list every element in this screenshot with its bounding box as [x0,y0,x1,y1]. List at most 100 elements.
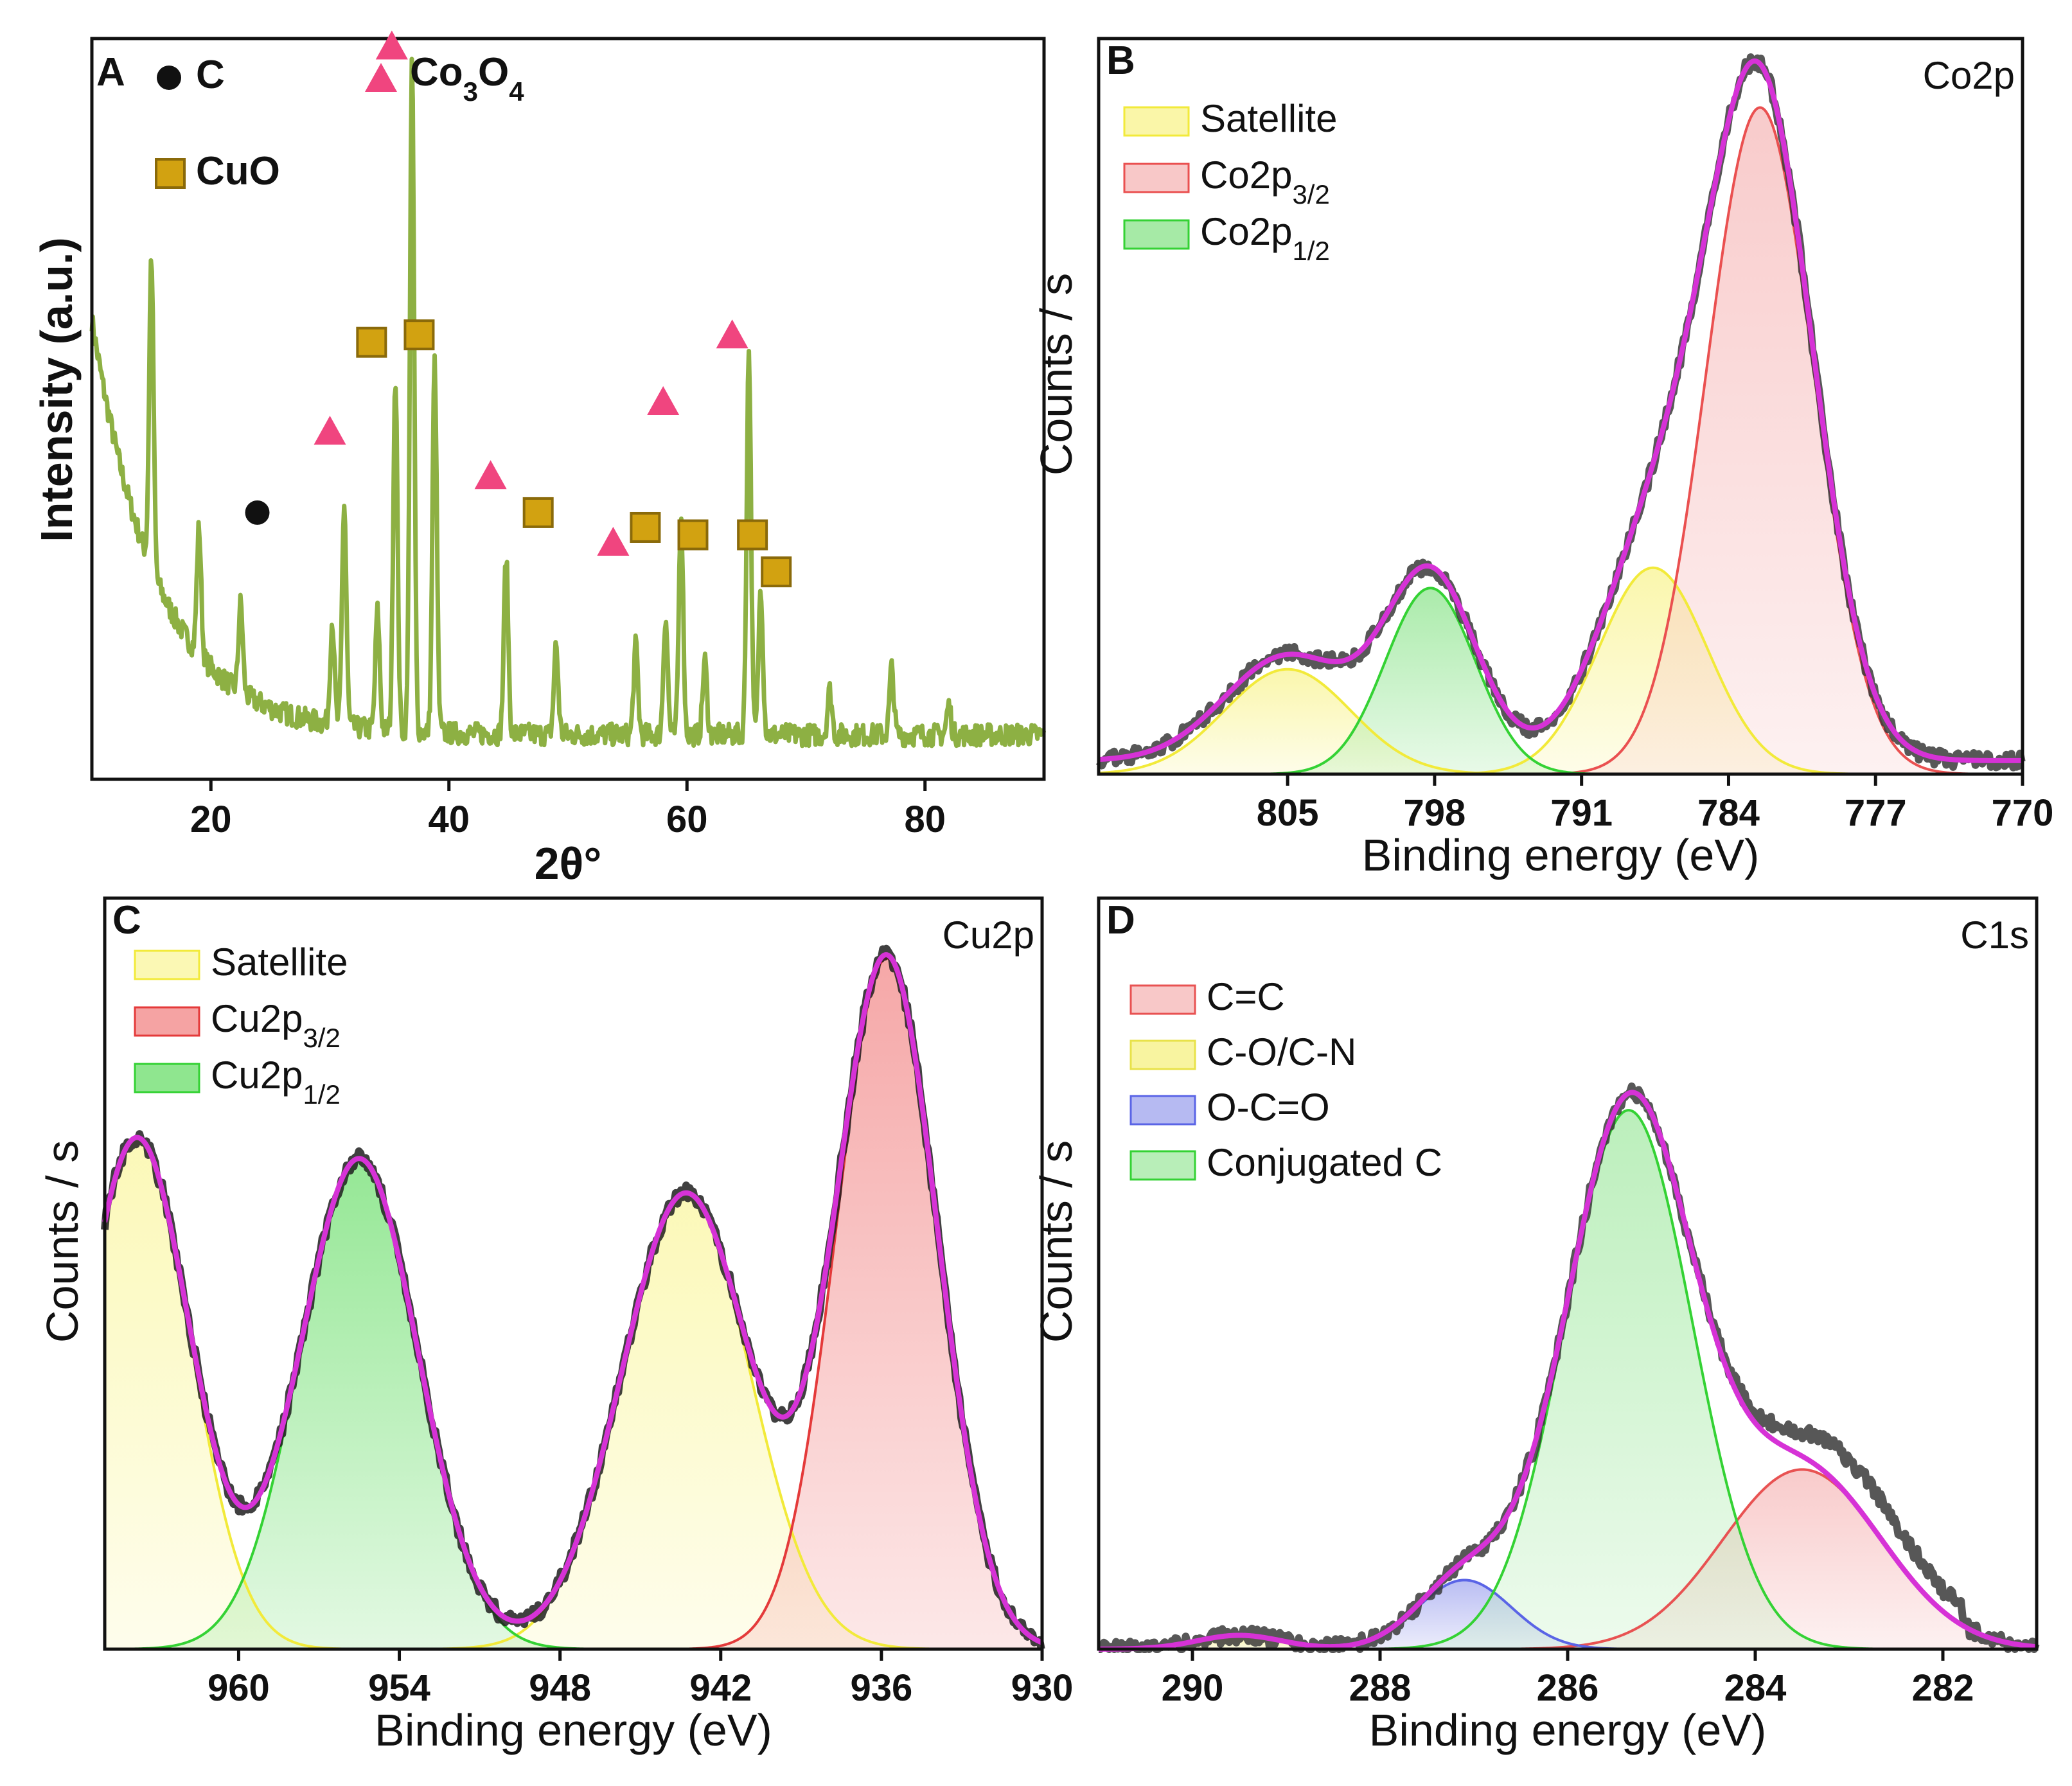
component-fill-C=C [1099,1469,2037,1649]
legend-label-Conjugated C: Conjugated C [1207,1141,1442,1184]
x-tick-label: 60 [666,799,708,840]
legend-marker-cuo [155,158,186,189]
legend-label-text: Co2p [1200,154,1292,197]
x-tick-label: 286 [1537,1667,1599,1709]
y-axis-title: Counts / s [37,1140,87,1343]
legend-marker-c [157,66,181,90]
legend-marker-co3o4 [365,63,397,92]
phase-marker-triangle [375,30,408,60]
panel-letter: D [1106,898,1135,942]
x-tick-label: 288 [1349,1667,1412,1709]
phase-marker-square [403,319,435,351]
envelope-fit-line [1098,58,2021,763]
legend-label-text: C=C [1207,975,1285,1018]
component-fill-Cu2p3/2 [105,958,1042,1649]
legend-label-Cu2p3/2: Cu2p3/2 [211,997,341,1053]
x-tick-label: 40 [428,799,470,840]
panel-c: 960 954 948 942 936 930 Binding energy (eV) Cou… [37,896,1074,1755]
legend-label-Co2p1/2: Co2p1/2 [1200,210,1330,266]
x-axis-title: Binding energy (eV) [375,1705,772,1755]
envelope-fit-line [102,952,1043,1645]
legend-swatch-Cu2p3/2 [134,1006,200,1037]
plot-frame [1097,37,2024,776]
y-axis-title: Counts / s [1031,1140,1081,1343]
legend-label-cuo: CuO [196,149,280,193]
legend-label-co3o4: Co3O4 [410,50,524,107]
legend-label-co3o4-base: Co [410,50,463,94]
component-fill-Conjugated C [1099,1110,2037,1649]
phase-marker-triangle [647,385,680,415]
panel-title: C1s [1960,914,2029,957]
x-tick-label: 282 [1912,1667,1974,1709]
component-fill-Co2p3/2 [1099,107,2023,774]
x-tick-label: 784 [1697,792,1760,834]
legend-swatch-Cu2p1/2 [134,1063,200,1093]
panel-b: 805 798 791 784 777 770 Binding energy (eV) Cou… [1031,37,2053,880]
xrd-pattern-line [89,57,1047,748]
phase-marker-triangle [716,319,748,349]
panel-title: Cu2p [943,914,1034,957]
x-tick-label: 80 [904,799,946,840]
phase-marker-triangle [474,460,507,490]
legend-swatch-Co2p1/2 [1123,219,1190,250]
plot-frame [90,37,1046,781]
legend-label-C-O/C-N: C-O/C-N [1207,1030,1356,1074]
legend-swatch-Satellite [134,950,200,980]
component-fill-Satellite [105,1138,1042,1649]
legend-label-C=C: C=C [1207,975,1285,1018]
phase-marker-square [761,556,792,588]
panel-letter: C [112,898,141,942]
phase-marker-triangle [314,416,346,445]
x-tick-label: 948 [529,1667,591,1709]
legend-swatch-O-C=O [1129,1095,1196,1126]
component-line-Co2p3/2 [1099,106,2021,775]
legend-label-co3o4-mid: O [478,50,509,94]
legend-label-text: Conjugated C [1207,1141,1442,1184]
legend-label-Co2p3/2: Co2p3/2 [1200,154,1330,209]
y-axis-title: Intensity (a.u.) [31,237,82,542]
legend-label-text: Cu2p [211,997,303,1040]
legend-label-subscript: 1/2 [1292,236,1329,266]
phase-marker-triangle [597,527,630,556]
legend-label-c: C [196,53,225,97]
phase-marker-square [737,519,768,551]
legend-swatch-Co2p3/2 [1123,163,1190,193]
phase-marker-square [630,511,661,543]
x-tick-label: 954 [368,1667,430,1709]
panel-title: Co2p [1923,54,2015,97]
x-axis-title: 2θ° [535,838,602,889]
y-axis-title: Counts / s [1031,273,1081,475]
legend-label-text: Satellite [211,941,348,984]
legend-label-text: O-C=O [1207,1086,1330,1129]
legend-label-subscript: 3/2 [303,1023,340,1053]
legend-label-co3o4-sub1: 3 [463,76,478,107]
legend-swatch-C=C [1129,984,1196,1015]
component-fill-Satellite [1099,669,2023,774]
plot-frame [103,896,1044,1651]
phase-marker-square [677,519,709,551]
legend-label-text: Cu2p [211,1054,303,1097]
x-tick-label: 930 [1011,1667,1074,1709]
phase-marker-square [356,326,387,358]
panel-letter: A [96,50,125,94]
component-fill-Cu2p1/2 [105,1158,1042,1649]
x-tick-label: 20 [190,799,232,840]
phase-marker-square [522,497,554,528]
panel-a: 20 40 60 80 2θ° Intensity (a.u.) A C Co3O4 CuO [31,30,1047,889]
x-axis-title: Binding energy (eV) [1369,1705,1767,1755]
x-tick-label: 284 [1724,1667,1787,1709]
x-tick-label: 290 [1162,1667,1224,1709]
legend-swatch-Conjugated C [1129,1150,1196,1181]
legend-label-co3o4-sub2: 4 [509,76,524,107]
x-tick-label: 791 [1550,792,1613,834]
panel-letter: B [1106,39,1135,83]
legend-label-Satellite: Satellite [211,941,348,984]
legend-swatch-C-O/C-N [1129,1039,1196,1070]
legend-label-Cu2p1/2: Cu2p1/2 [211,1054,341,1110]
x-tick-label: 936 [850,1667,912,1709]
x-axis-title: Binding energy (eV) [1362,830,1760,880]
legend-label-text: Satellite [1200,97,1337,140]
phase-marker-circle [245,500,270,525]
x-tick-label: 960 [208,1667,270,1709]
